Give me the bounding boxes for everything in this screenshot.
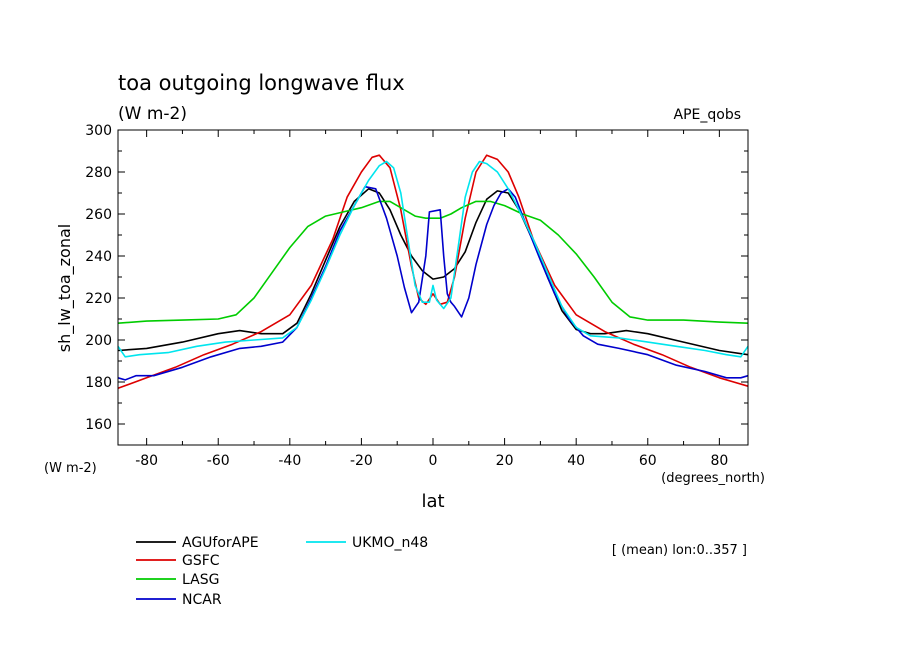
x-axis-title: lat xyxy=(421,491,444,512)
legend-label-aguforape: AGUforAPE xyxy=(182,535,259,551)
legend-label-ncar: NCAR xyxy=(182,592,222,608)
units-label: (W m-2) xyxy=(118,104,187,124)
y-tick-label: 220 xyxy=(85,291,112,307)
x-tick-label: -20 xyxy=(350,453,373,469)
x-tick-label: 40 xyxy=(567,453,585,469)
series-traces xyxy=(117,154,749,390)
legend-label-gsfc: GSFC xyxy=(182,553,220,569)
x-axis: -80 -60 -40 -20 0 20 40 60 80 xyxy=(135,130,728,469)
series-line-lasg xyxy=(117,200,749,324)
y-units-label: (W m-2) xyxy=(44,461,97,476)
legend: AGUforAPE GSFC LASG NCAR UKMO_n48 xyxy=(136,535,428,608)
x-tick-label: 20 xyxy=(496,453,514,469)
x-tick-label: -40 xyxy=(278,453,301,469)
experiment-label: APE_qobs xyxy=(674,107,742,123)
y-tick-label: 240 xyxy=(85,249,112,265)
x-tick-label: -80 xyxy=(135,453,158,469)
series-line-gsfc xyxy=(117,154,749,390)
y-tick-label: 300 xyxy=(85,123,112,139)
series-line-ukmo-n48 xyxy=(117,160,749,358)
legend-label-ukmo-n48: UKMO_n48 xyxy=(352,535,428,551)
series-line-ncar xyxy=(117,185,749,381)
chart-title: toa outgoing longwave flux xyxy=(118,71,405,95)
y-tick-label: 180 xyxy=(85,375,112,391)
x-units-label: (degrees_north) xyxy=(661,471,765,486)
x-tick-label: 60 xyxy=(639,453,657,469)
series-line-aguforape xyxy=(117,188,749,356)
y-tick-label: 160 xyxy=(85,417,112,433)
y-tick-label: 260 xyxy=(85,207,112,223)
x-tick-label: -60 xyxy=(207,453,230,469)
y-tick-label: 280 xyxy=(85,165,112,181)
y-axis: 160 180 200 220 240 260 280 300 xyxy=(85,123,748,433)
x-tick-label: 80 xyxy=(710,453,728,469)
y-tick-label: 200 xyxy=(85,333,112,349)
mean-note: [ (mean) lon:0..357 ] xyxy=(612,543,747,558)
legend-label-lasg: LASG xyxy=(182,572,219,588)
x-tick-label: 0 xyxy=(429,453,438,469)
y-axis-title: sh_lw_toa_zonal xyxy=(55,224,75,352)
